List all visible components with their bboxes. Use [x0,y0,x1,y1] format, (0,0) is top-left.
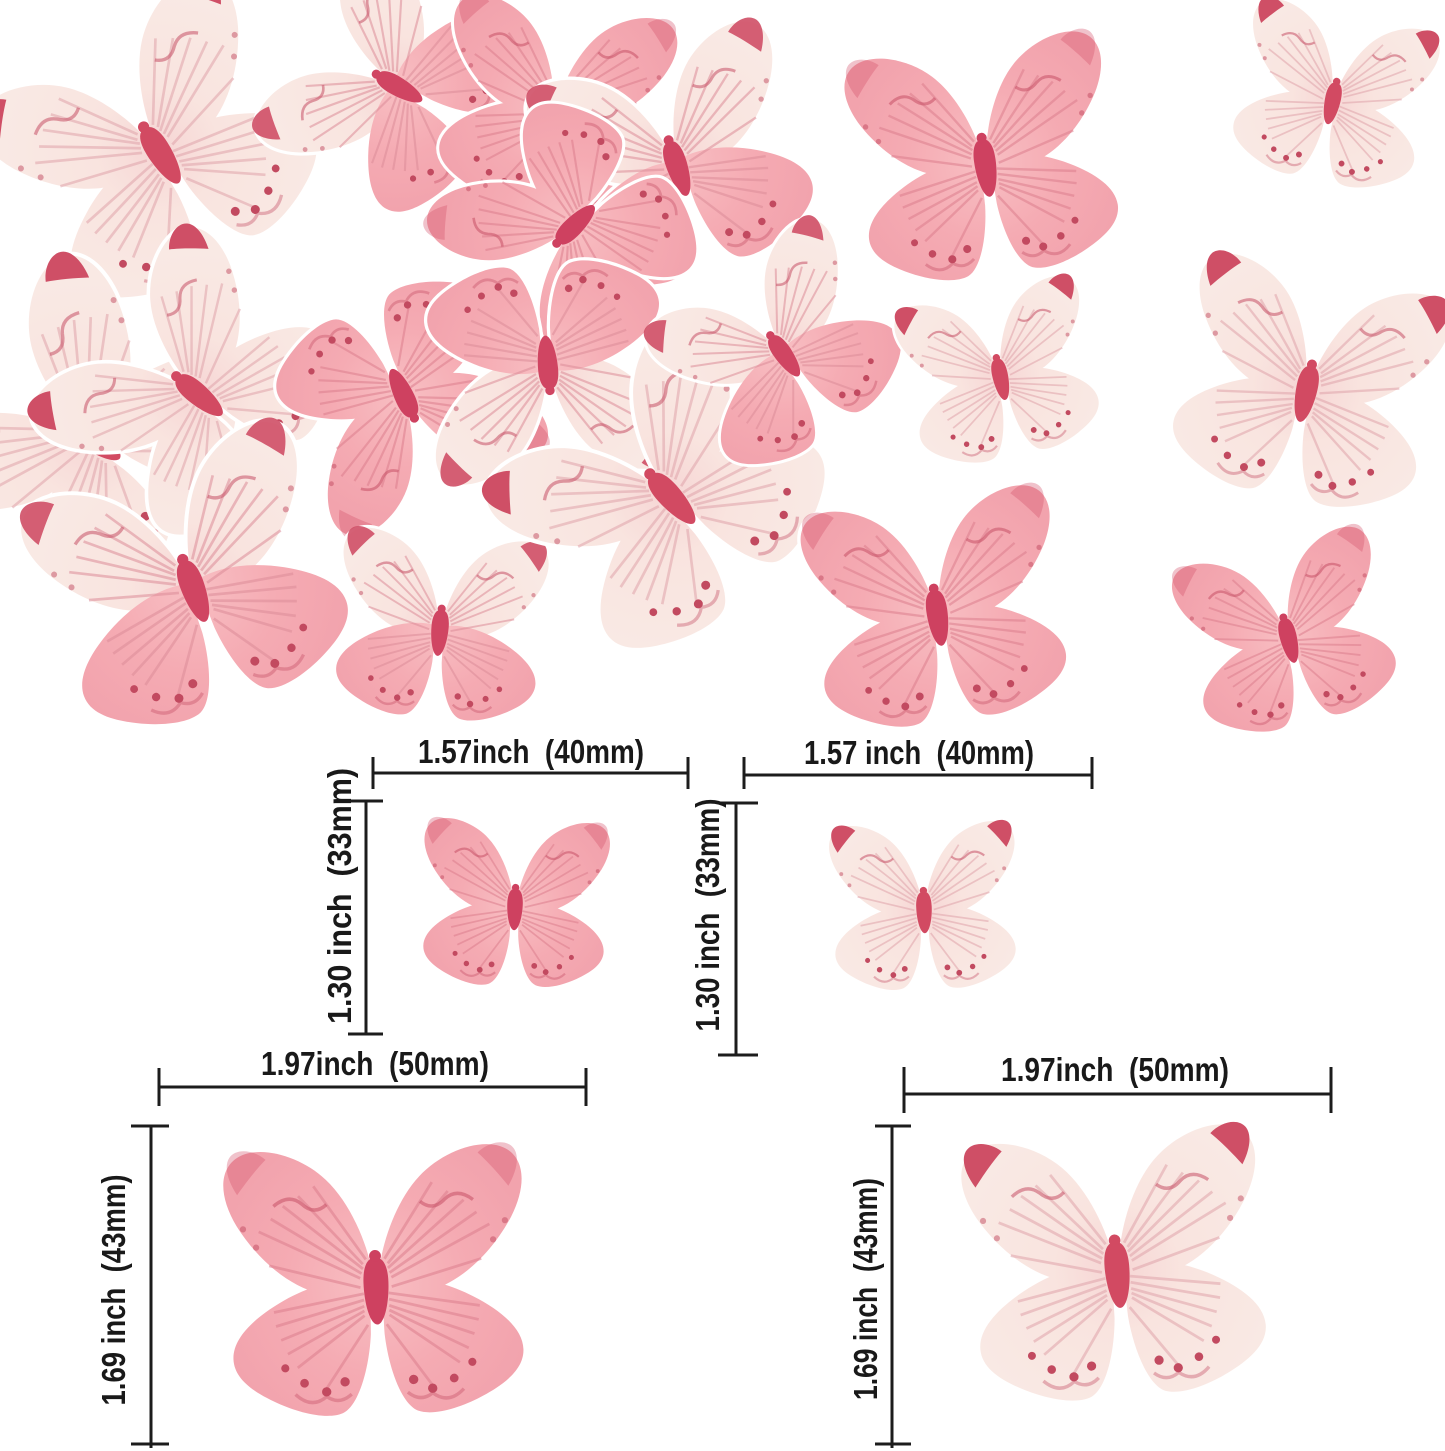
svg-text:1.97inch (50mm): 1.97inch (50mm) [261,1045,489,1082]
svg-text:1.30 inch (33mm): 1.30 inch (33mm) [689,799,726,1032]
svg-text:1.69 inch (43mm): 1.69 inch (43mm) [847,1178,884,1400]
svg-text:1.30 inch (33mm): 1.30 inch (33mm) [321,768,358,1024]
svg-text:1.97inch (50mm): 1.97inch (50mm) [1001,1051,1229,1088]
svg-text:1.57 inch (40mm): 1.57 inch (40mm) [804,734,1034,771]
svg-text:1.57inch (40mm): 1.57inch (40mm) [418,733,644,770]
svg-text:1.69 inch (43mm): 1.69 inch (43mm) [95,1175,132,1406]
